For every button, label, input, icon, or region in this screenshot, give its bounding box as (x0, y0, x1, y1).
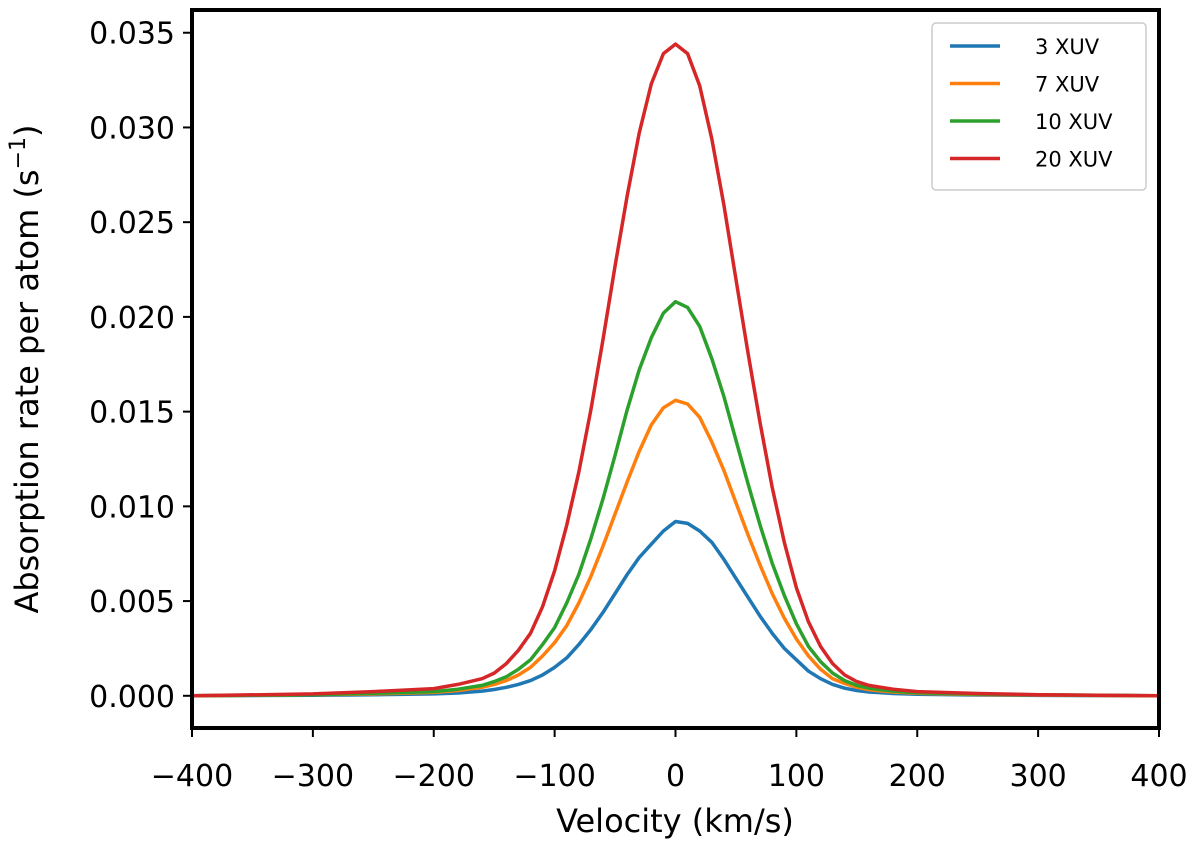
series-line-3 (190, 299, 1161, 698)
series-line-2 (190, 398, 1161, 698)
x-tick-label: 200 (889, 759, 946, 794)
y-tick-label: 0.030 (89, 111, 175, 146)
legend-label-3: 10 XUV (1035, 110, 1113, 134)
x-tick-label: 100 (768, 759, 825, 794)
x-tick-label: 300 (1009, 759, 1066, 794)
y-axis-ticks: 0.000 0.005 0.010 0.015 0.020 0.025 0.030 0.035 (89, 17, 192, 715)
x-tick-label: −400 (151, 759, 233, 794)
x-tick-label: −200 (393, 759, 475, 794)
y-tick-label: 0.035 (89, 17, 175, 52)
y-tick-label: 0.000 (89, 680, 175, 715)
legend-label-2: 7 XUV (1035, 73, 1100, 97)
x-axis-label: Velocity (km/s) (556, 802, 794, 840)
series-line-4 (190, 42, 1161, 698)
y-tick-label: 0.025 (89, 206, 175, 241)
y-axis-label: Absorption rate per atom (s−1) (6, 124, 46, 613)
plot-marks (190, 42, 1161, 698)
x-tick-label: −300 (272, 759, 354, 794)
y-tick-label: 0.010 (89, 490, 175, 525)
legend-box (931, 22, 1147, 191)
x-tick-label: 400 (1130, 759, 1187, 794)
series-line-1 (190, 519, 1161, 698)
x-tick-label: −100 (513, 759, 595, 794)
x-axis-ticks: −400 −300 −200 −100 0 100 200 300 400 (151, 728, 1188, 794)
y-tick-label: 0.015 (89, 396, 175, 431)
legend: 3 XUV 7 XUV 10 XUV 20 XUV (931, 22, 1147, 191)
legend-label-1: 3 XUV (1035, 35, 1100, 59)
legend-label-4: 20 XUV (1035, 148, 1113, 172)
y-tick-label: 0.020 (89, 301, 175, 336)
y-tick-label: 0.005 (89, 585, 175, 620)
x-tick-label: 0 (666, 759, 685, 794)
